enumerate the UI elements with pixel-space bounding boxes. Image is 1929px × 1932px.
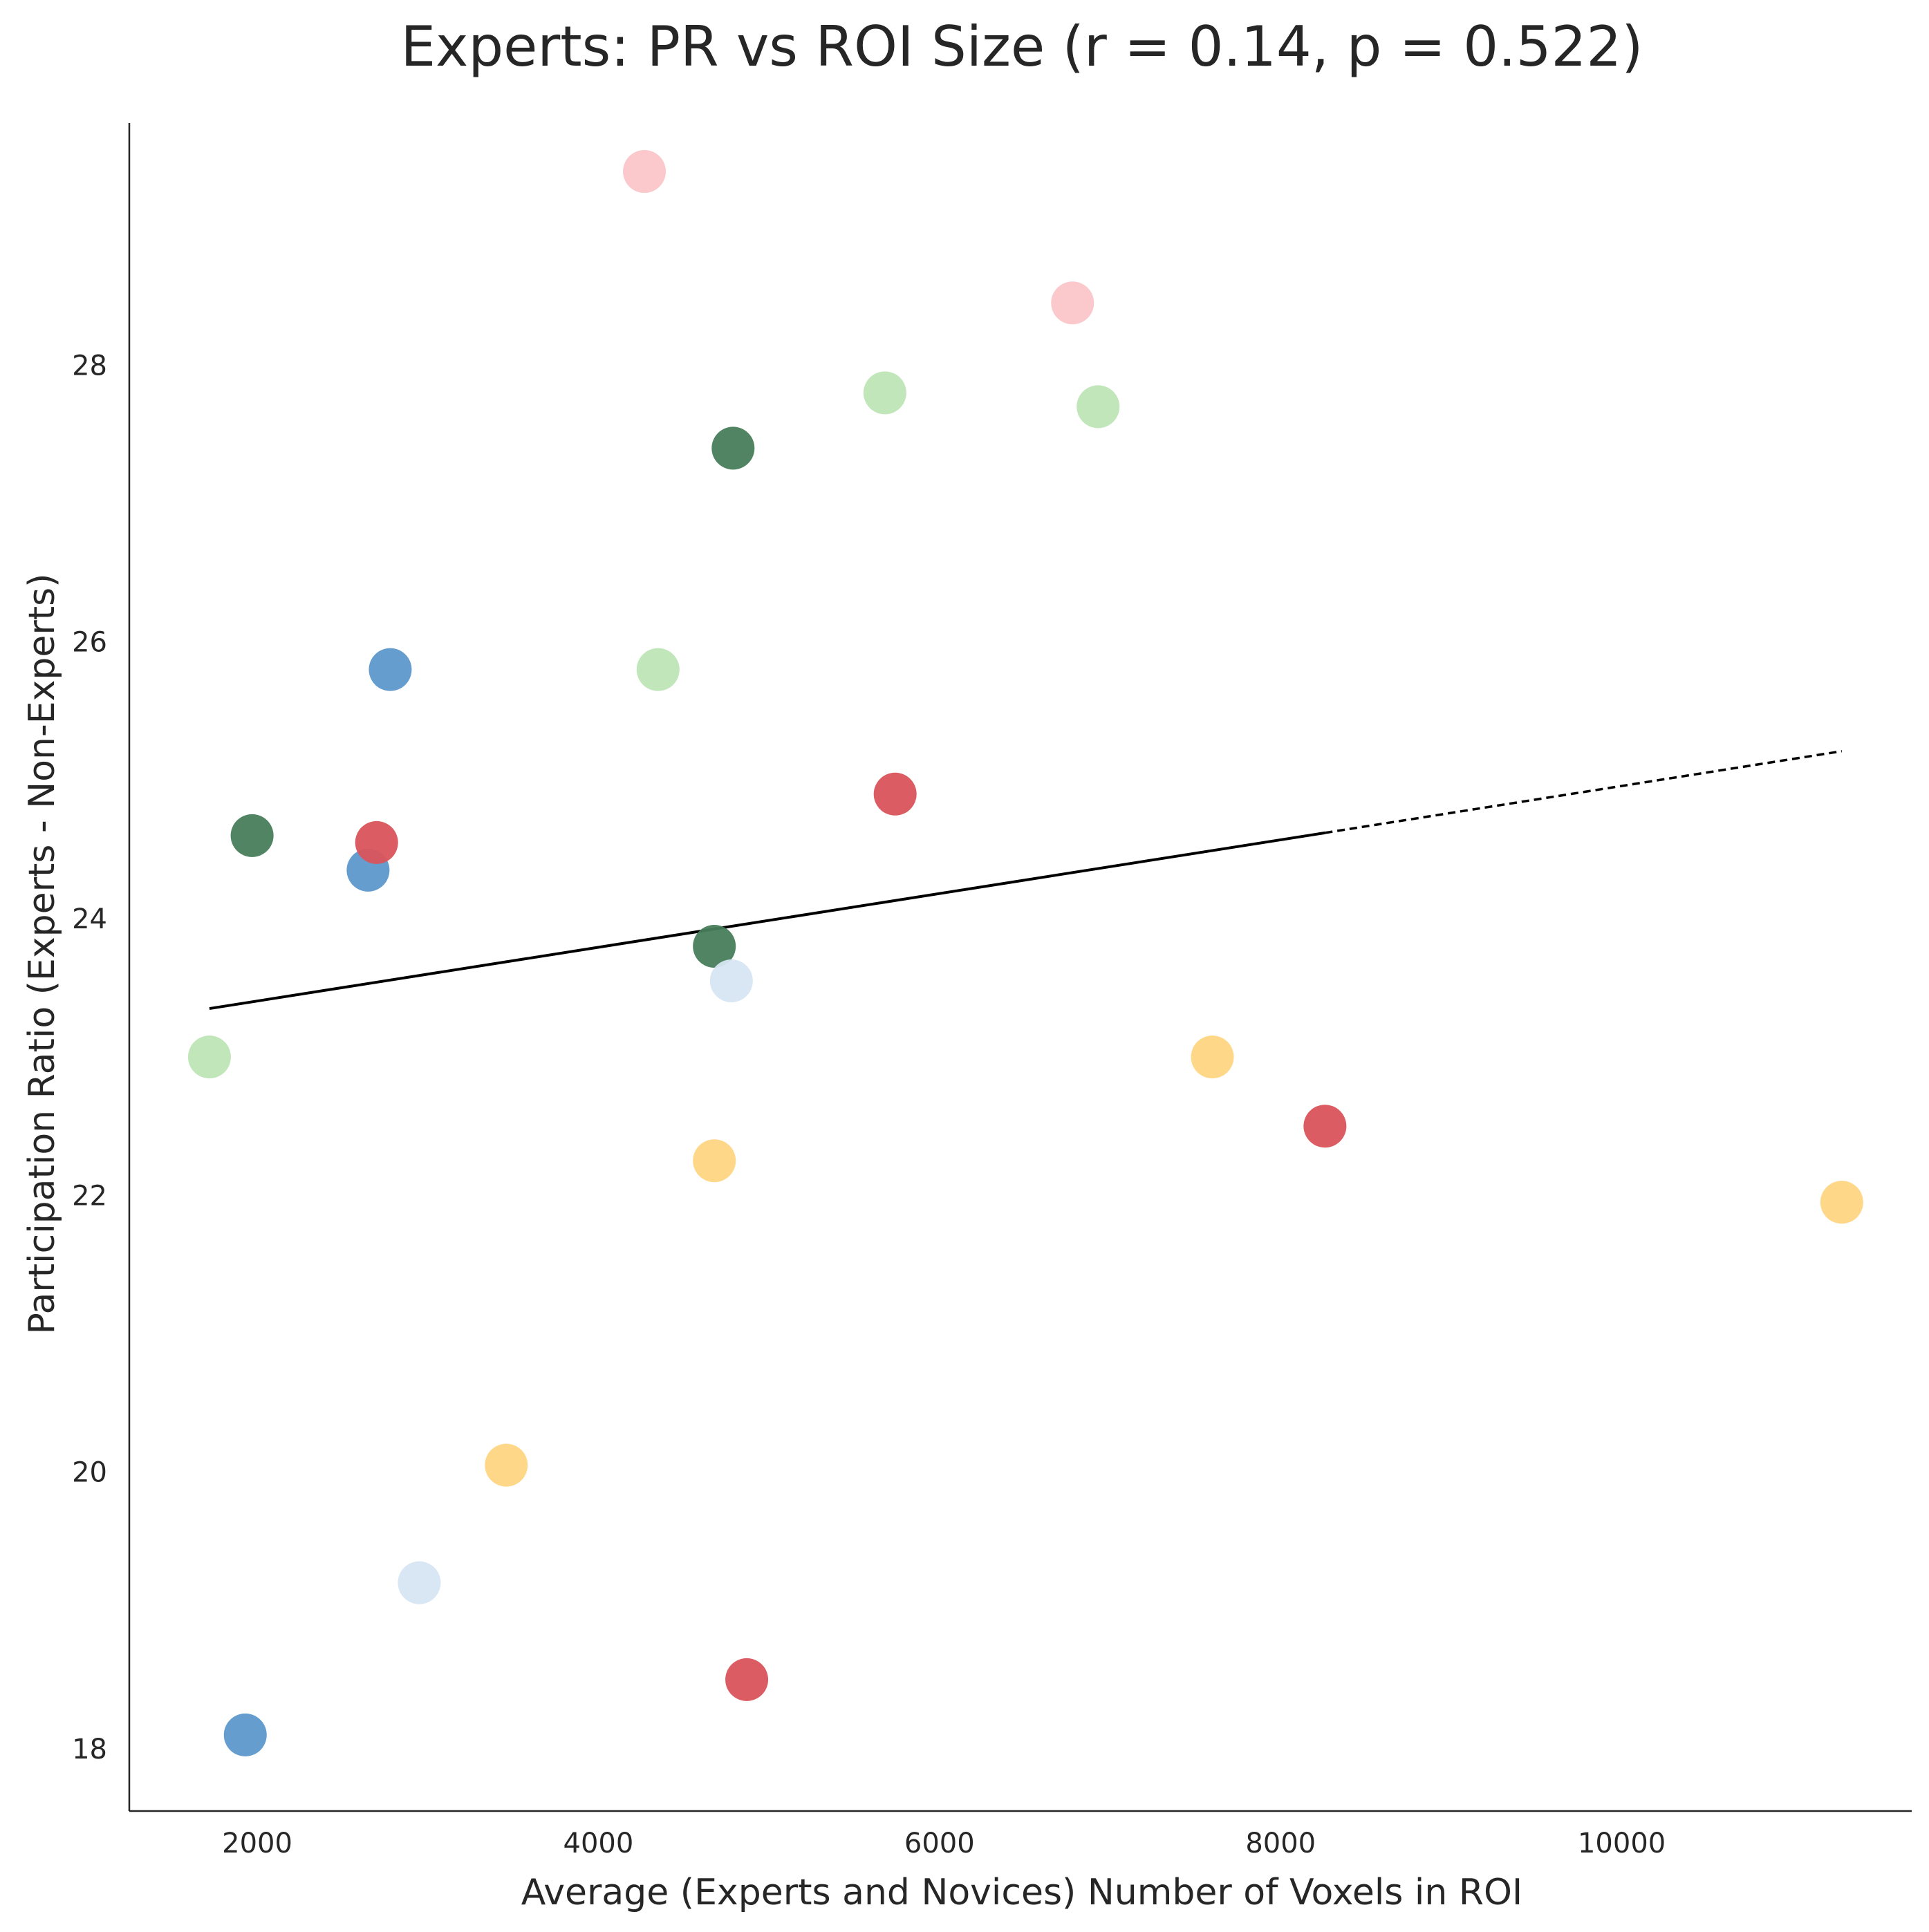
x-tick-label: 8000 (1245, 1828, 1316, 1859)
data-point (693, 924, 736, 968)
data-point (709, 959, 753, 1003)
data-point (1303, 1105, 1347, 1148)
y-tick-label: 28 (72, 350, 107, 382)
data-point (1051, 281, 1094, 325)
x-tick-label: 2000 (222, 1828, 292, 1859)
data-point (485, 1443, 528, 1487)
regression-line (209, 750, 1843, 1011)
data-point (369, 648, 412, 691)
data-point (1191, 1035, 1234, 1079)
data-point (398, 1561, 441, 1604)
data-point (873, 772, 917, 816)
x-tick-label: 6000 (904, 1828, 975, 1859)
x-tick-labels: 2000 4000 6000 8000 10000 (222, 1828, 1666, 1859)
y-tick-label: 24 (72, 903, 107, 935)
data-points (187, 150, 1863, 1756)
y-tick-label: 22 (72, 1180, 107, 1212)
data-point (355, 820, 398, 864)
data-point (230, 814, 274, 857)
axes (128, 123, 1912, 1812)
fit-line-dashed (1325, 750, 1843, 834)
y-tick-labels: 18 20 22 24 26 28 (72, 350, 107, 1765)
y-tick-label: 20 (72, 1457, 107, 1489)
y-tick-label: 18 (72, 1734, 107, 1765)
data-point (711, 426, 755, 470)
data-point (623, 150, 667, 194)
data-point (1077, 385, 1120, 429)
x-axis-label: Average (Experts and Novices) Number of … (521, 1872, 1523, 1913)
data-point (693, 1139, 736, 1183)
x-tick-label: 4000 (563, 1828, 634, 1859)
data-point (187, 1035, 231, 1079)
y-axis-label: Participation Ratio (Experts - Non-Exper… (21, 574, 63, 1335)
y-tick-label: 26 (72, 627, 107, 659)
fit-line-solid (209, 831, 1325, 1011)
data-point (1820, 1181, 1863, 1224)
data-point (863, 371, 906, 415)
x-tick-label: 10000 (1578, 1828, 1666, 1859)
data-point (636, 648, 680, 691)
data-point (725, 1658, 769, 1701)
data-point (223, 1713, 267, 1756)
chart-title: Experts: PR vs ROI Size (r = 0.14, p = 0… (400, 15, 1643, 79)
